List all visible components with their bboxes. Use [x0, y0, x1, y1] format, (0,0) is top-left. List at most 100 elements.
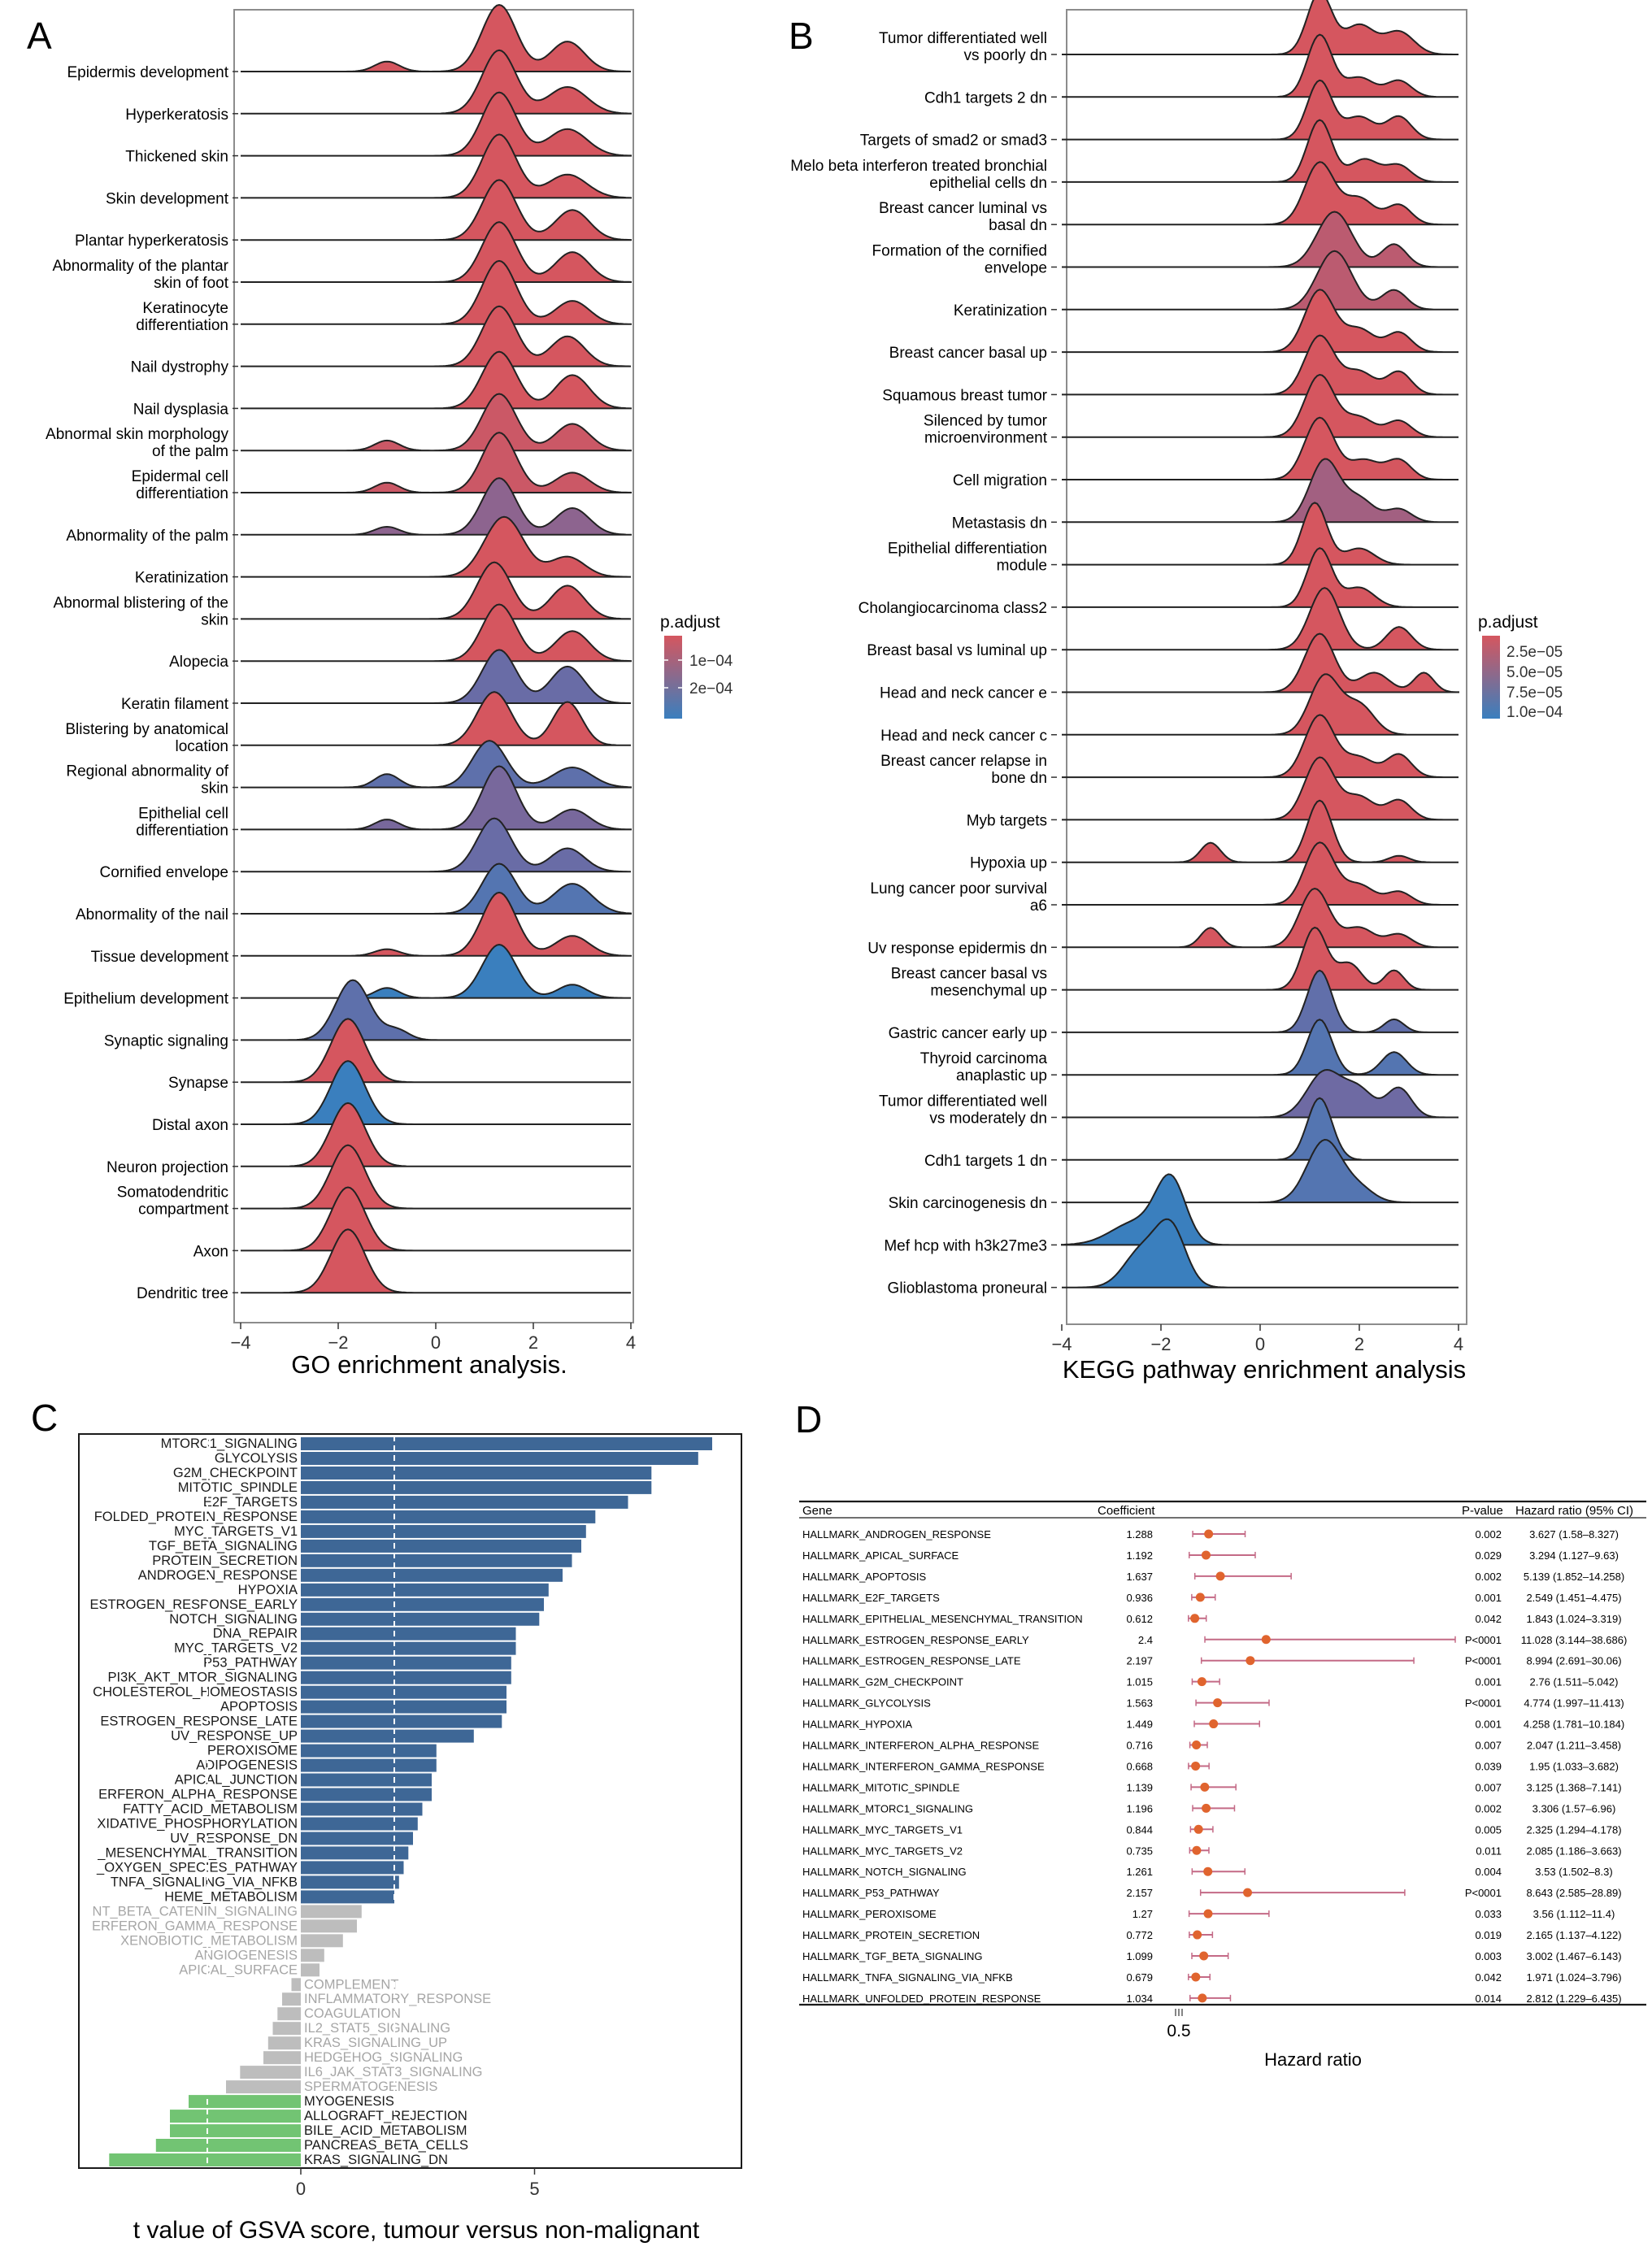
ridge-density [1062, 1097, 1459, 1161]
ridge-density [241, 1228, 631, 1294]
x-tick-label: 4 [626, 1332, 636, 1353]
table-pvalue-cell: 0.007 [1475, 1781, 1502, 1793]
table-gene-cell: HALLMARK_APOPTOSIS [802, 1571, 927, 1583]
ridge-density [1062, 1218, 1459, 1288]
go-legend-colorbar [664, 636, 682, 719]
ridge-label: Breast cancer basal up [889, 345, 1047, 362]
x-tick-label: 0.5 [1167, 2022, 1190, 2040]
ridge-label: Lung cancer poor survival [870, 880, 1047, 897]
table-hr-cell: 2.085 (1.186–3.663) [1526, 1845, 1621, 1857]
table-coefficient-cell: 1.139 [1126, 1781, 1153, 1793]
gsva-bar-label: NT_BETA_CATENIN_SIGNALING [93, 1904, 298, 1919]
gsva-bar [226, 2080, 301, 2094]
ridge-label: Targets of smad2 or smad3 [860, 133, 1047, 150]
ridge-density [241, 515, 631, 578]
table-coefficient-cell: 1.637 [1126, 1571, 1153, 1583]
table-gene-cell: HALLMARK_GLYCOLYSIS [802, 1697, 931, 1710]
x-tick-label: −2 [328, 1332, 348, 1353]
table-coefficient-cell: 0.679 [1126, 1971, 1153, 1984]
gsva-bar-label: MYC_TARGETS_V1 [174, 1524, 298, 1539]
table-coefficient-cell: 0.772 [1126, 1929, 1153, 1941]
gsva-bar [301, 1554, 572, 1567]
ridge-density [1062, 969, 1459, 1033]
gsva-bar [170, 2124, 301, 2138]
table-coefficient-cell: 1.449 [1126, 1719, 1153, 1731]
ridge-density [1062, 587, 1459, 651]
hr-point [1191, 1761, 1201, 1771]
table-header-gene: Gene [802, 1504, 833, 1518]
gsva-bar-label: ERFERON_ALPHA_RESPONSE [98, 1788, 298, 1802]
ridge-label: Thyroid carcinoma [920, 1050, 1048, 1067]
table-hr-cell: 2.325 (1.294–4.178) [1526, 1823, 1621, 1836]
ridge-label: Breast cancer basal vs [891, 966, 1047, 983]
gsva-bar-label: APICAL_JUNCTION [175, 1773, 298, 1788]
gsva-bar-label: HYPOXIA [238, 1583, 298, 1597]
gsva-bar-label: PANCREAS_BETA_CELLS [304, 2138, 468, 2153]
ridge-density [241, 305, 632, 367]
table-coefficient-cell: 0.844 [1126, 1823, 1153, 1836]
ridge-density [241, 259, 632, 325]
hr-point [1261, 1635, 1271, 1645]
gsva-bar [301, 1744, 437, 1758]
go-x-axis-title: GO enrichment analysis. [291, 1350, 567, 1379]
ridge-label: Cell migration [953, 472, 1047, 489]
gsva-bar-chart: MTORC1_SIGNALINGGLYCOLYSISG2M_CHECKPOINT… [78, 1433, 742, 2244]
go-ridgeline-chart: Epidermis development Hyperkeratosis Thick… [46, 3, 733, 1379]
table-pvalue-cell: 0.001 [1475, 1719, 1502, 1731]
table-hr-cell: 4.774 (1.997–11.413) [1524, 1697, 1624, 1710]
gsva-bar-label: COMPLEMENT [304, 1977, 398, 1992]
table-hr-cell: 8.643 (2.585–28.89) [1526, 1887, 1621, 1899]
ridge-density [241, 1102, 631, 1167]
ridge-density [241, 765, 632, 831]
table-pvalue-cell: 0.007 [1475, 1740, 1502, 1752]
table-hr-cell: 3.53 (1.502–8.3) [1535, 1866, 1612, 1878]
gsva-bar-label: G2M_CHECKPOINT [173, 1466, 298, 1480]
hr-point [1215, 1571, 1225, 1581]
gsva-bar [301, 1773, 432, 1787]
ridge-label: Head and neck cancer e [880, 685, 1047, 702]
table-hr-cell: 2.76 (1.511–5.042) [1530, 1676, 1619, 1688]
gsva-bar-label: DNA_REPAIR [213, 1627, 298, 1641]
ridge-label: Breast cancer relapse in [880, 753, 1047, 770]
gsva-bar-label: HEME_METABOLISM [164, 1889, 298, 1904]
table-gene-cell: HALLMARK_PROTEIN_SECRETION [802, 1929, 980, 1941]
kegg-legend-label: 2.5e−05 [1506, 644, 1563, 661]
table-gene-cell: HALLMARK_P53_PATHWAY [802, 1887, 940, 1899]
table-coefficient-cell: 2.197 [1126, 1655, 1153, 1667]
gsva-bar-label: PROTEIN_SECRETION [152, 1554, 298, 1568]
hazard-forest-plot: Gene Coefficient P-value Hazard ratio (95% … [799, 1500, 1646, 2070]
gsva-bar-label: PI3K_AKT_MTOR_SIGNALING [107, 1671, 298, 1685]
gsva-bar [155, 2139, 302, 2152]
gsva-bar-label: _OXYGEN_SPECIES_PATHWAY [96, 1860, 298, 1875]
x-tick-label: 2 [528, 1332, 538, 1353]
gsva-bar [301, 1467, 652, 1480]
x-tick-label: −4 [230, 1332, 250, 1353]
gsva-bar [272, 2022, 301, 2036]
ridge-label: Alopecia [169, 654, 228, 671]
ridge-label: a6 [1030, 897, 1047, 915]
table-pvalue-cell: 0.011 [1476, 1845, 1502, 1857]
kegg-legend-title: p.adjust [1478, 613, 1538, 632]
ridge-label: module [997, 558, 1047, 575]
table-hr-cell: 2.165 (1.137–4.122) [1526, 1929, 1621, 1941]
hr-point [1203, 1866, 1213, 1876]
gsva-bar [301, 1539, 581, 1553]
ridge-density [1062, 756, 1459, 821]
gsva-bar-label: ERFERON_GAMMA_RESPONSE [92, 1919, 298, 1933]
ridge-label: Head and neck cancer c [880, 728, 1047, 745]
ridge-density [241, 979, 631, 1041]
gsva-bar-label: P53_PATHWAY [203, 1656, 298, 1671]
gsva-plot-frame [78, 1433, 742, 2169]
gsva-bar-label: IL2_STAT5_SIGNALING [304, 2021, 450, 2036]
ridge-label: Epithelium development [63, 991, 229, 1008]
panel-letter-b: B [789, 15, 814, 57]
gsva-bar-label: MYOGENESIS [304, 2094, 394, 2109]
ridge-label: Somatodendritic [117, 1184, 228, 1202]
ridge-label: Nail dysplasia [133, 401, 229, 418]
table-pvalue-cell: 0.029 [1475, 1549, 1502, 1562]
gsva-bar [301, 1714, 502, 1728]
ridge-label: anaplastic up [956, 1067, 1047, 1084]
table-pvalue-cell: P<0001 [1465, 1887, 1502, 1899]
ridge-label: Axon [193, 1243, 228, 1260]
gsva-bar [301, 1729, 474, 1743]
